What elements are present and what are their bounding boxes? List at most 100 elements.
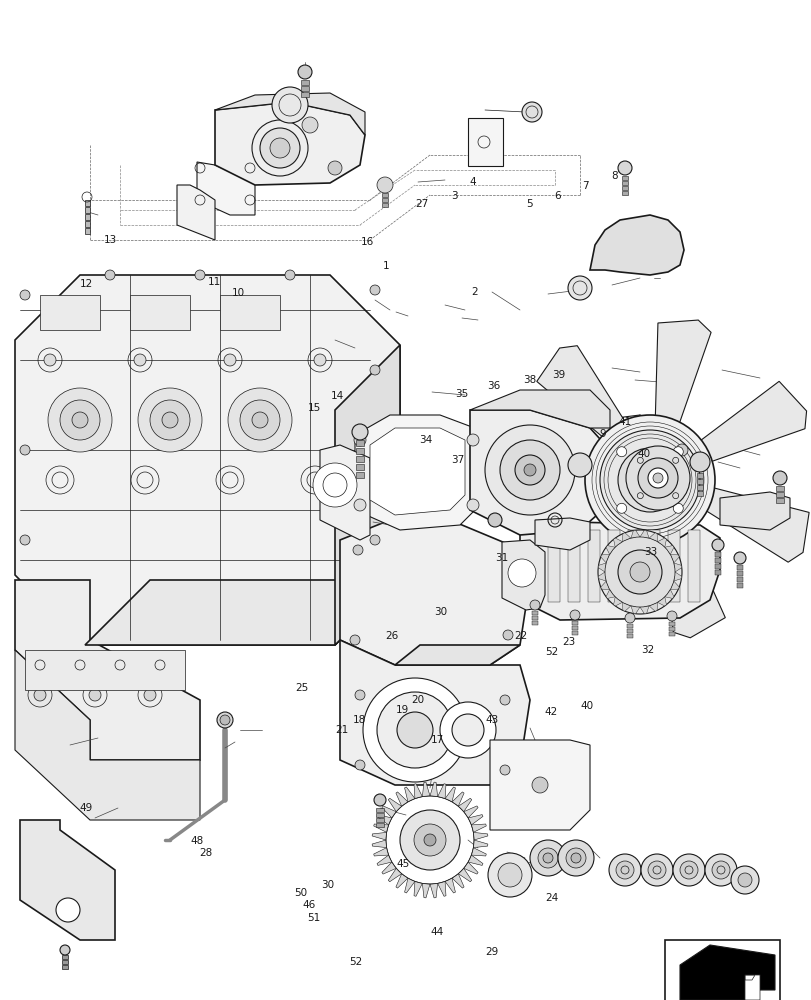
Bar: [736, 565, 742, 570]
Circle shape: [733, 552, 745, 564]
Bar: [696, 473, 702, 478]
Circle shape: [704, 854, 736, 886]
Bar: [714, 564, 720, 569]
Circle shape: [531, 777, 547, 793]
Circle shape: [452, 714, 483, 746]
Bar: [714, 570, 720, 575]
Circle shape: [689, 452, 709, 472]
Text: 50: 50: [294, 888, 307, 898]
Circle shape: [351, 424, 367, 440]
Circle shape: [487, 513, 501, 527]
Polygon shape: [335, 345, 400, 645]
Circle shape: [20, 535, 30, 545]
Circle shape: [500, 695, 509, 705]
Circle shape: [584, 415, 714, 545]
Circle shape: [672, 503, 682, 513]
Circle shape: [514, 455, 544, 485]
Polygon shape: [320, 445, 370, 540]
Bar: [668, 632, 674, 636]
Circle shape: [672, 854, 704, 886]
Circle shape: [370, 365, 380, 375]
Bar: [85, 228, 90, 234]
Polygon shape: [85, 580, 400, 645]
Circle shape: [647, 861, 665, 879]
Circle shape: [521, 102, 541, 122]
Bar: [736, 571, 742, 576]
Text: 34: 34: [418, 435, 431, 445]
Text: 10: 10: [232, 288, 245, 298]
Polygon shape: [373, 848, 388, 856]
Circle shape: [260, 128, 299, 168]
Text: 7: 7: [581, 181, 588, 191]
Text: 30: 30: [321, 880, 334, 890]
Polygon shape: [630, 606, 639, 614]
Text: 36: 36: [487, 381, 500, 391]
Circle shape: [466, 434, 478, 446]
Polygon shape: [371, 832, 386, 840]
Circle shape: [565, 848, 586, 868]
Circle shape: [604, 537, 674, 607]
Text: 26: 26: [384, 631, 397, 641]
Circle shape: [374, 794, 385, 806]
Bar: [696, 485, 702, 490]
Polygon shape: [744, 975, 759, 1000]
Circle shape: [228, 388, 292, 452]
Bar: [40, 295, 100, 330]
Polygon shape: [430, 883, 437, 898]
Bar: [220, 295, 280, 330]
Bar: [668, 622, 674, 626]
Polygon shape: [622, 602, 630, 611]
Polygon shape: [590, 215, 683, 275]
Polygon shape: [340, 640, 530, 785]
Bar: [687, 530, 699, 602]
Circle shape: [543, 853, 552, 863]
Circle shape: [637, 458, 677, 498]
Bar: [301, 92, 309, 97]
Text: 40: 40: [580, 701, 593, 711]
Circle shape: [599, 430, 699, 530]
Circle shape: [397, 712, 432, 748]
Bar: [571, 626, 577, 630]
Polygon shape: [422, 883, 430, 898]
Polygon shape: [534, 518, 590, 550]
Circle shape: [400, 810, 460, 870]
Polygon shape: [467, 815, 483, 825]
Text: 39: 39: [551, 370, 564, 380]
Bar: [775, 498, 783, 503]
Circle shape: [711, 861, 729, 879]
Polygon shape: [473, 832, 487, 840]
Text: 43: 43: [485, 715, 498, 725]
Text: 17: 17: [430, 735, 443, 745]
Text: 1: 1: [383, 261, 389, 271]
Circle shape: [34, 689, 46, 701]
Bar: [547, 530, 560, 602]
Text: 24: 24: [545, 893, 558, 903]
Bar: [571, 621, 577, 625]
Polygon shape: [519, 522, 719, 620]
Bar: [568, 530, 579, 602]
Text: 12: 12: [79, 279, 92, 289]
Bar: [587, 530, 599, 602]
Circle shape: [523, 464, 535, 476]
Circle shape: [414, 824, 445, 856]
Circle shape: [370, 285, 380, 295]
Bar: [714, 558, 720, 563]
Circle shape: [20, 290, 30, 300]
Circle shape: [298, 65, 311, 79]
Polygon shape: [452, 792, 464, 806]
Circle shape: [354, 499, 366, 511]
Circle shape: [105, 270, 115, 280]
Text: 46: 46: [302, 900, 315, 910]
Circle shape: [617, 550, 661, 594]
Polygon shape: [15, 275, 400, 645]
Circle shape: [772, 471, 786, 485]
Circle shape: [608, 854, 640, 886]
Polygon shape: [15, 580, 200, 760]
Polygon shape: [605, 546, 615, 554]
Text: 4: 4: [469, 177, 475, 187]
Polygon shape: [457, 798, 471, 812]
Circle shape: [285, 270, 294, 280]
Circle shape: [616, 503, 626, 513]
Text: 45: 45: [396, 859, 409, 869]
Polygon shape: [20, 820, 115, 940]
